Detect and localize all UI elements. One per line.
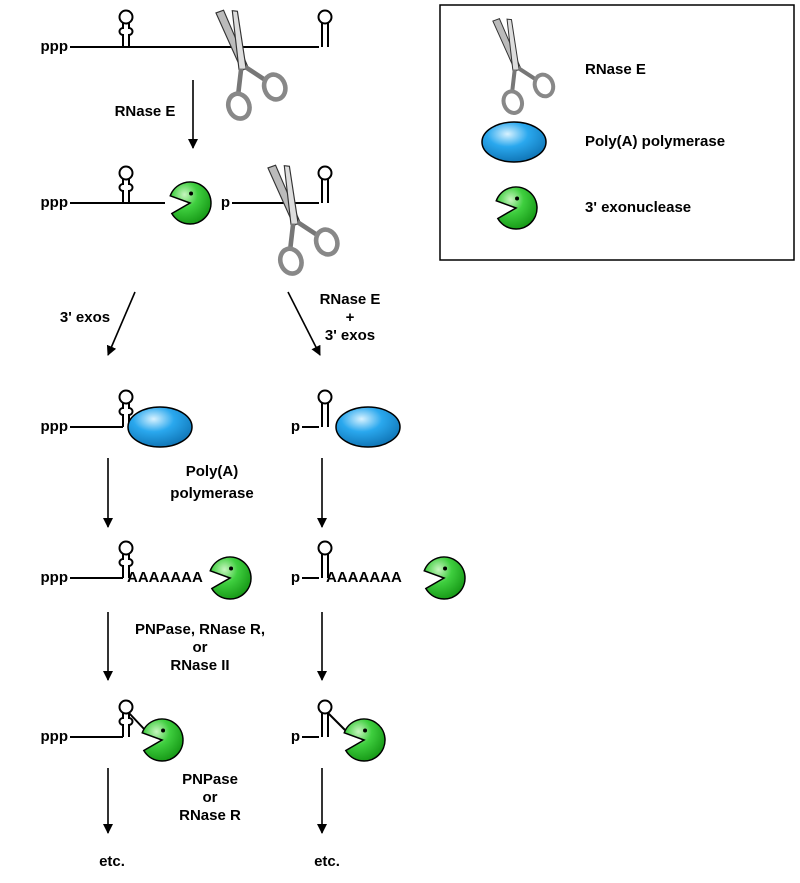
arrow — [287, 291, 321, 356]
loop — [118, 389, 134, 405]
rna-end: p — [291, 569, 300, 586]
pacman-body — [169, 181, 212, 225]
loop — [118, 9, 134, 25]
arrow-label: 3' exos — [325, 327, 375, 344]
arrow-label: 3' exos — [60, 309, 110, 326]
handle — [501, 89, 525, 115]
arrow-label: RNase E — [320, 291, 381, 308]
scissors — [215, 9, 288, 121]
pacman-body — [423, 556, 466, 600]
legend-label: Poly(A) polymerase — [585, 133, 725, 150]
stem — [321, 554, 329, 578]
stem — [118, 23, 134, 47]
loop — [118, 165, 134, 181]
arrow-label: RNase II — [170, 657, 229, 674]
loop — [118, 699, 134, 715]
poly-a-polymerase — [481, 121, 547, 163]
rna-end: p — [291, 728, 300, 745]
arrow-label: RNase R — [179, 807, 241, 824]
exonuclease — [423, 556, 466, 600]
loop — [317, 389, 333, 405]
exonuclease — [169, 181, 212, 225]
loop — [317, 165, 333, 181]
handle — [261, 72, 288, 102]
rna-end: ppp — [41, 569, 69, 586]
exonuclease — [343, 718, 386, 762]
stem-loop — [118, 9, 134, 47]
rna-end: ppp — [41, 194, 69, 211]
stem-loop — [317, 165, 333, 203]
legend-label: RNase E — [585, 61, 646, 78]
arrow-label: polymerase — [170, 485, 253, 502]
shank — [235, 65, 266, 95]
rna-end: ppp — [41, 418, 69, 435]
arrow-label: PNPase, RNase R, — [135, 621, 265, 638]
pacman-body — [209, 556, 252, 600]
stem-loop — [118, 540, 134, 578]
stem-loop — [118, 389, 134, 427]
stem-loop — [317, 540, 333, 578]
pacman-eye — [229, 566, 234, 571]
stem-loop — [317, 699, 333, 737]
rna-end: p — [221, 194, 230, 211]
pacman-body — [141, 718, 184, 762]
loop — [317, 699, 333, 715]
rna-strand — [327, 712, 346, 731]
stem-loop — [118, 165, 134, 203]
arrow-label: RNase E — [115, 103, 176, 120]
shank — [287, 220, 318, 250]
stem — [118, 403, 134, 427]
poly-a-tail: AAAAAAA — [326, 569, 402, 586]
rna-end: ppp — [41, 728, 69, 745]
legend-label: 3' exonuclease — [585, 199, 691, 216]
stem-loop — [317, 9, 333, 47]
handle — [225, 91, 252, 121]
shank — [510, 66, 537, 92]
pacman-body — [495, 186, 538, 230]
pacman-eye — [515, 196, 520, 201]
exonuclease — [495, 186, 538, 230]
etc-label: etc. — [314, 853, 340, 870]
handle — [313, 227, 340, 257]
arrow-label: Poly(A) — [186, 463, 239, 480]
pacman-body — [343, 718, 386, 762]
loop — [317, 540, 333, 556]
etc-label: etc. — [99, 853, 125, 870]
pacman-eye — [189, 191, 194, 196]
arrow-label: PNPase — [182, 771, 238, 788]
poly-a-tail: AAAAAAA — [127, 569, 203, 586]
loop — [118, 540, 134, 556]
poly-a-polymerase — [335, 406, 401, 448]
stem — [118, 179, 134, 203]
pacman-eye — [161, 728, 166, 733]
stem — [118, 554, 134, 578]
pacman-eye — [363, 728, 368, 733]
stem — [321, 23, 329, 47]
loop — [317, 9, 333, 25]
stem — [118, 713, 134, 737]
rna-end: ppp — [41, 38, 69, 55]
stem — [321, 713, 329, 737]
handle — [277, 246, 304, 276]
poly-a-polymerase — [127, 406, 193, 448]
pacman-eye — [443, 566, 448, 571]
rna-end: p — [291, 418, 300, 435]
arrow-label: + — [346, 309, 355, 326]
arrow — [106, 291, 136, 356]
exonuclease — [141, 718, 184, 762]
rna-strand — [128, 712, 146, 731]
stem-loop — [118, 699, 134, 737]
handle — [532, 72, 556, 99]
stem-loop — [317, 389, 333, 427]
stem — [321, 403, 329, 427]
scissors — [492, 18, 556, 115]
scissors — [267, 164, 340, 276]
arrow-label: or — [203, 789, 218, 806]
exonuclease — [209, 556, 252, 600]
stem — [321, 179, 329, 203]
arrow-label: or — [193, 639, 208, 656]
legend-box — [439, 4, 795, 261]
